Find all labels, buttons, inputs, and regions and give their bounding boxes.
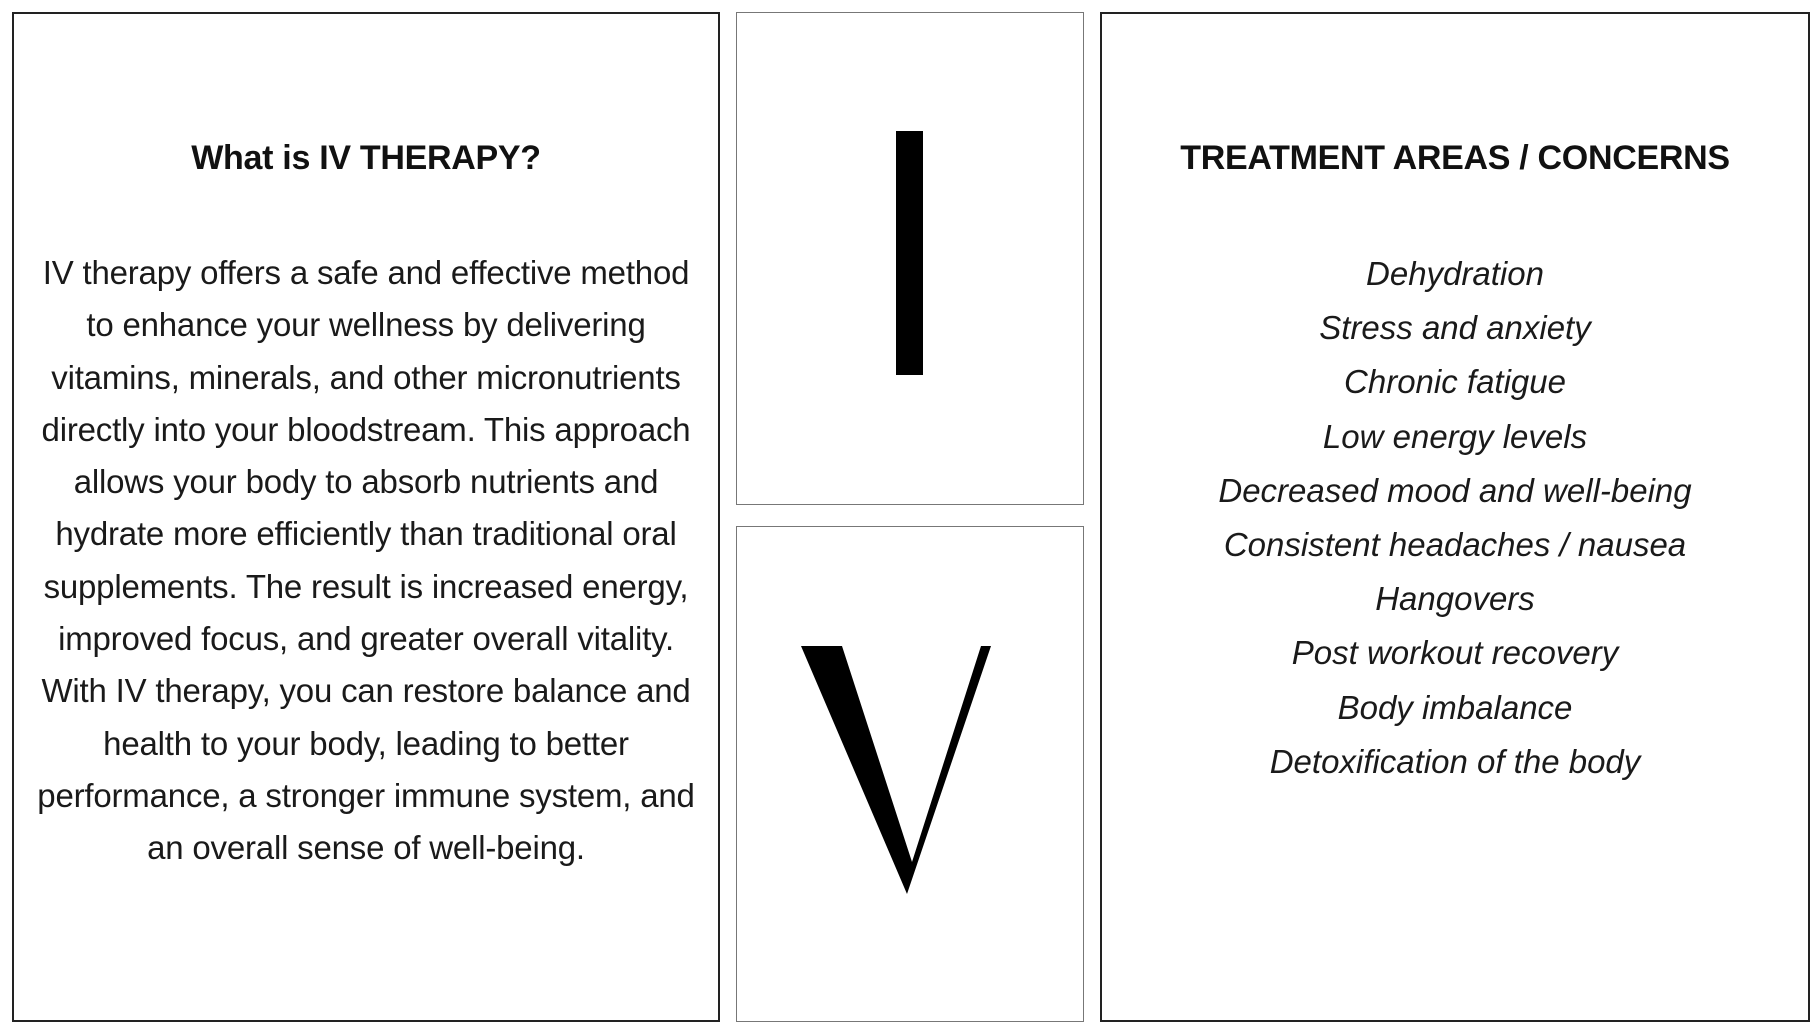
- concerns-list: Dehydration Stress and anxiety Chronic f…: [1102, 247, 1808, 789]
- list-item: Body imbalance: [1337, 688, 1573, 726]
- description-text: IV therapy offers a safe and effective m…: [37, 254, 695, 867]
- letter-v-panel: [736, 526, 1084, 1022]
- list-item: Chronic fatigue: [1344, 363, 1566, 401]
- letter-i-stroke: [896, 131, 923, 375]
- list-item: Stress and anxiety: [1319, 309, 1591, 347]
- list-item: Decreased mood and well-being: [1218, 471, 1692, 509]
- treatment-areas-panel: TREATMENT AREAS / CONCERNS Dehydration S…: [1100, 12, 1810, 1022]
- what-is-iv-panel: What is IV THERAPY? IV therapy offers a …: [12, 12, 720, 1022]
- list-item: Consistent headaches / nausea: [1223, 526, 1687, 564]
- letter-i-panel: [736, 12, 1084, 505]
- list-item: Dehydration: [1366, 255, 1544, 292]
- panel-title: TREATMENT AREAS / CONCERNS: [1180, 139, 1730, 177]
- panel-title: What is IV THERAPY?: [191, 139, 541, 177]
- list-item: Hangovers: [1375, 580, 1535, 618]
- letter-v-stroke: [801, 646, 991, 894]
- list-item: Detoxification of the body: [1269, 742, 1641, 780]
- list-item: Low energy levels: [1322, 417, 1588, 455]
- letter-i-graphic: [896, 131, 923, 375]
- letter-v-graphic: [801, 646, 991, 894]
- list-item: Post workout recovery: [1291, 634, 1619, 672]
